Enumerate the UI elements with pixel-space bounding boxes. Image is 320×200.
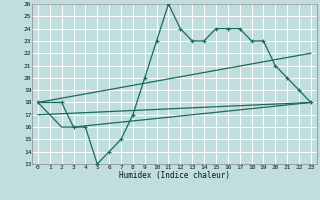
X-axis label: Humidex (Indice chaleur): Humidex (Indice chaleur) [119, 171, 230, 180]
